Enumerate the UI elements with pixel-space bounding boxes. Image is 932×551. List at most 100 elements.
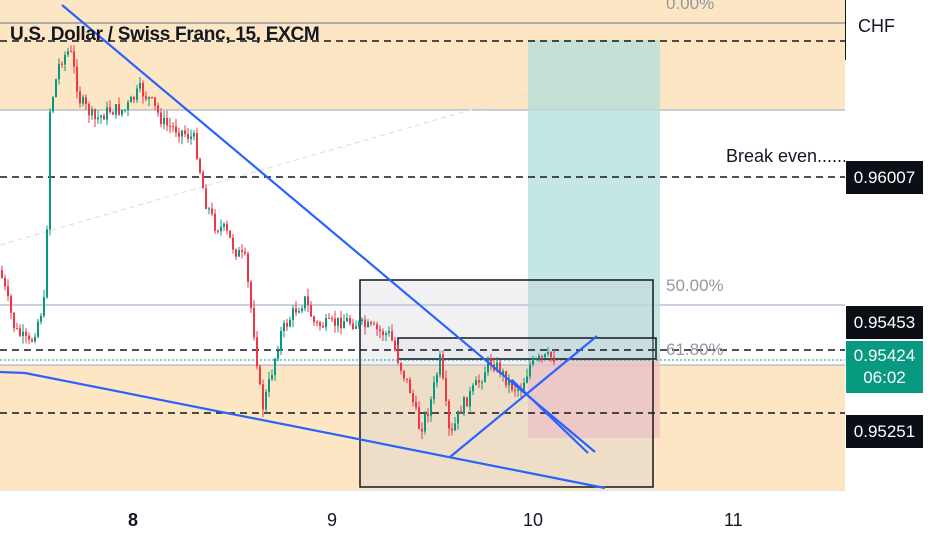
candle-body	[118, 104, 120, 115]
break-even-annotation[interactable]: Break even.......	[726, 146, 853, 166]
x-tick-10: 10	[523, 510, 544, 530]
candle-body	[76, 66, 78, 92]
candle-body	[208, 208, 210, 210]
candle-body	[67, 51, 69, 55]
candle-body	[205, 188, 207, 209]
candle-body	[133, 96, 135, 100]
candle-body	[106, 107, 108, 120]
candle-body	[517, 389, 519, 391]
candle-body	[397, 349, 399, 363]
candle-body	[88, 104, 90, 116]
candle-body	[406, 378, 408, 380]
price-axis[interactable]	[845, 0, 932, 550]
candle-body	[361, 319, 363, 322]
candle-body	[148, 97, 150, 100]
price-tag-current: 0.95424 06:02	[846, 341, 923, 393]
candle-body	[250, 281, 252, 308]
candle-body	[271, 375, 273, 379]
candle-body	[286, 323, 288, 327]
candle-body	[229, 230, 231, 238]
candle-body	[154, 97, 156, 106]
candle-body	[97, 117, 99, 120]
candle-body	[544, 353, 546, 358]
candle-body	[337, 317, 339, 326]
candle-body	[211, 208, 213, 214]
candle-body	[277, 350, 279, 359]
candle-body	[247, 253, 249, 282]
candle-body	[61, 63, 63, 65]
candle-body	[532, 358, 534, 365]
candle-body	[445, 378, 447, 402]
candle-body	[454, 423, 456, 431]
candle-body	[283, 323, 285, 332]
candle-body	[124, 109, 126, 111]
candle-body	[418, 407, 420, 429]
candle-body	[460, 410, 462, 414]
current-price-value: 0.95424	[853, 346, 916, 365]
candle-body	[175, 126, 177, 133]
candle-body	[16, 328, 18, 330]
candle-body	[307, 296, 309, 306]
candle-body	[268, 378, 270, 392]
candle-body	[514, 389, 516, 391]
candle-body	[1, 270, 3, 278]
candle-body	[331, 318, 333, 320]
candle-body	[376, 324, 378, 330]
candle-body	[355, 326, 357, 329]
candle-body	[187, 134, 189, 139]
candle-body	[169, 125, 171, 127]
time-axis[interactable]	[0, 490, 845, 551]
candle-body	[541, 355, 543, 358]
candle-body	[400, 362, 402, 371]
candle-body	[508, 380, 510, 386]
candle-body	[73, 51, 75, 67]
candle-body	[412, 393, 414, 402]
candle-body	[319, 322, 321, 326]
candle-body	[217, 230, 219, 232]
candle-body	[484, 372, 486, 383]
candle-body	[13, 312, 15, 329]
candle-body	[346, 318, 348, 322]
candle-body	[103, 115, 105, 120]
candle-body	[301, 308, 303, 312]
fib-band-top	[0, 0, 845, 110]
currency-label[interactable]: CHF	[858, 16, 895, 36]
price-tag-upper: 0.95453	[846, 306, 923, 339]
candle-body	[64, 54, 66, 65]
candle-body	[70, 51, 72, 53]
candle-body	[469, 391, 471, 407]
candle-body	[487, 358, 489, 373]
candle-body	[463, 397, 465, 414]
price-chart[interactable]	[0, 0, 845, 490]
candle-body	[196, 133, 198, 159]
candle-body	[94, 109, 96, 120]
faint-trend	[0, 89, 541, 246]
candle-body	[160, 112, 162, 125]
candle-body	[280, 331, 282, 351]
candle-body	[34, 336, 36, 342]
candle-body	[295, 308, 297, 313]
candle-body	[46, 229, 48, 298]
candle-body	[235, 249, 237, 257]
candle-body	[322, 325, 324, 328]
candle-body	[553, 357, 555, 362]
axis-divider	[845, 0, 846, 60]
candle-body	[43, 297, 45, 316]
candle-body	[151, 97, 153, 99]
candle-body	[394, 340, 396, 350]
candle-body	[256, 337, 258, 367]
candle-body	[79, 91, 81, 104]
candle-body	[274, 358, 276, 376]
candle-body	[442, 354, 444, 379]
candle-body	[448, 401, 450, 429]
candle-body	[289, 319, 291, 327]
candle-body	[421, 428, 423, 432]
candle-body	[112, 112, 114, 115]
candle-body	[391, 331, 393, 341]
candle-body	[325, 318, 327, 328]
candle-body	[415, 401, 417, 408]
candle-body	[181, 130, 183, 137]
candle-body	[466, 397, 468, 407]
candle-body	[142, 83, 144, 97]
